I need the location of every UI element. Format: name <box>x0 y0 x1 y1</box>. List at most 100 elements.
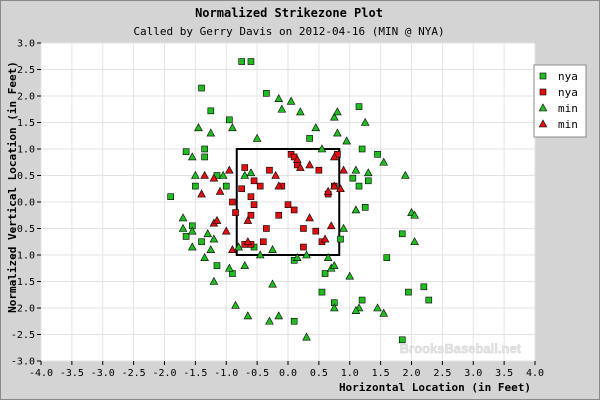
y-tick-label: 1.5 <box>17 118 35 129</box>
legend: nya nya min min <box>533 64 587 138</box>
pitch-point-min-triangle <box>330 152 339 161</box>
pitch-point-nya-square <box>425 296 433 304</box>
pitch-point-nya-square <box>201 153 208 161</box>
pitch-point-nya-square <box>358 145 366 153</box>
pitch-point-min-triangle <box>292 154 302 163</box>
x-axis-label: Horizontal Location (in Feet) <box>339 381 531 394</box>
pitch-point-nya-square <box>358 296 366 304</box>
x-tick-label: -1.0 <box>214 368 238 379</box>
legend-marker-min-triangle <box>538 103 548 112</box>
y-tick-label: 3.0 <box>17 39 35 50</box>
pitch-point-nya-square <box>355 103 363 110</box>
pitch-point-nya-square <box>241 164 249 171</box>
pitch-point-min-triangle <box>255 250 265 259</box>
pitch-point-min-triangle <box>373 303 382 312</box>
pitch-point-nya-square <box>222 182 230 190</box>
pitch-point-min-triangle <box>178 213 188 222</box>
pitch-point-min-triangle <box>379 157 389 166</box>
pitch-point-nya-square <box>405 288 412 296</box>
y-tick-label: -2.5 <box>11 330 35 341</box>
x-tick-label: -3.5 <box>60 368 84 379</box>
x-axis-ticks: -4.0 -3.5 -3.0 -2.5 -2.0 -1.5 -1.0 -0.5 0.0 0.5 1.… <box>29 361 544 379</box>
pitch-point-min-triangle <box>323 186 333 195</box>
pitch-point-min-triangle <box>274 181 284 190</box>
legend-marker-nya-square <box>539 88 547 96</box>
pitch-point-nya-square <box>349 174 357 182</box>
watermark: BrooksBaseball.net <box>400 341 522 356</box>
pitch-point-min-triangle <box>206 128 216 137</box>
pitch-point-min-triangle <box>228 245 237 253</box>
pitch-point-nya-square <box>420 283 428 291</box>
pitch-point-nya-square <box>182 148 190 155</box>
pitch-point-min-triangle <box>246 168 256 177</box>
legend-label: min <box>558 102 578 115</box>
x-tick-label: 0.5 <box>310 368 328 379</box>
pitch-point-min-triangle <box>268 245 277 253</box>
pitch-point-min-triangle <box>206 245 216 253</box>
pitch-point-min-triangle <box>240 260 250 269</box>
data-points <box>167 58 433 344</box>
y-tick-label: -2.0 <box>11 304 35 315</box>
pitch-point-min-triangle <box>209 234 219 243</box>
pitch-point-min-triangle <box>296 162 305 171</box>
pitch-point-nya-square <box>256 182 264 190</box>
pitch-point-min-triangle <box>231 300 240 309</box>
y-tick-label: 2.5 <box>17 65 35 76</box>
y-tick-label: -1.0 <box>11 251 35 262</box>
pitch-point-min-triangle <box>271 170 280 179</box>
pitch-point-min-triangle <box>305 213 314 222</box>
x-tick-label: 1.5 <box>372 368 390 379</box>
y-tick-label: -0.5 <box>11 224 35 235</box>
x-tick-label: 4.0 <box>526 368 544 379</box>
pitch-point-nya-square <box>250 177 258 185</box>
pitch-point-nya-square <box>284 201 292 208</box>
pitch-point-min-triangle <box>333 128 342 137</box>
pitch-point-nya-square <box>192 182 199 190</box>
pitch-point-min-triangle <box>305 160 314 169</box>
pitch-point-nya-square <box>198 84 205 92</box>
pitch-point-min-triangle <box>215 186 225 195</box>
pitch-point-min-triangle <box>187 152 197 161</box>
pitch-point-min-triangle <box>268 279 277 288</box>
pitch-point-min-triangle <box>333 107 342 116</box>
pitch-point-min-triangle <box>191 170 200 179</box>
pitch-point-min-triangle <box>302 332 311 341</box>
y-axis-label: Normalized Vertical Location (in Feet) <box>6 61 19 313</box>
x-tick-label: 2.5 <box>433 368 451 379</box>
pitch-point-nya-square <box>226 116 233 124</box>
x-tick-label: 3.0 <box>464 368 482 379</box>
pitch-point-min-triangle <box>200 170 209 179</box>
pitch-point-min-triangle <box>243 237 253 246</box>
pitch-point-min-triangle <box>311 123 321 132</box>
pitch-point-nya-square <box>247 193 255 200</box>
pitch-point-min-triangle <box>351 165 361 174</box>
pitch-point-min-triangle <box>292 253 302 261</box>
x-tick-label: -4.0 <box>29 368 53 379</box>
pitch-point-min-triangle <box>187 242 197 251</box>
pitch-point-min-triangle <box>351 306 361 314</box>
pitch-point-min-triangle <box>252 133 262 142</box>
pitch-point-nya-square <box>198 238 205 246</box>
pitch-point-nya-square <box>275 211 283 219</box>
pitch-point-nya-square <box>167 193 174 200</box>
pitch-point-min-triangle <box>197 189 206 198</box>
pitch-point-min-triangle <box>274 94 284 102</box>
pitch-point-nya-square <box>364 177 372 185</box>
pitch-point-min-triangle <box>228 123 237 132</box>
pitch-point-min-triangle <box>265 316 274 325</box>
pitch-point-min-triangle <box>302 250 311 259</box>
pitch-point-nya-square <box>229 198 236 206</box>
x-tick-label: 0.0 <box>279 368 297 379</box>
pitch-point-nya-square <box>312 227 320 235</box>
pitch-point-min-triangle <box>194 123 203 132</box>
pitch-point-min-triangle <box>212 215 222 224</box>
pitch-point-min-triangle <box>277 104 287 113</box>
pitch-point-nya-square <box>213 262 221 269</box>
chart-title: Normalized Strikezone Plot <box>195 6 383 20</box>
pitch-point-min-triangle <box>243 311 253 320</box>
x-tick-label: 3.5 <box>495 368 513 379</box>
pitch-point-min-triangle <box>203 229 213 238</box>
pitch-point-nya-square <box>263 225 270 232</box>
pitch-point-nya-square <box>361 204 369 211</box>
